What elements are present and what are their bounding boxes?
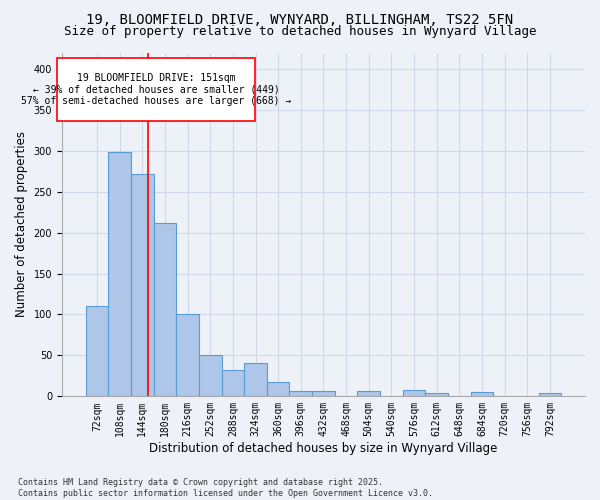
Text: 19, BLOOMFIELD DRIVE, WYNYARD, BILLINGHAM, TS22 5FN: 19, BLOOMFIELD DRIVE, WYNYARD, BILLINGHA… bbox=[86, 12, 514, 26]
Bar bbox=[154, 223, 176, 396]
Bar bbox=[131, 174, 154, 396]
Bar bbox=[470, 392, 493, 396]
Bar bbox=[358, 390, 380, 396]
Bar bbox=[199, 354, 221, 397]
X-axis label: Distribution of detached houses by size in Wynyard Village: Distribution of detached houses by size … bbox=[149, 442, 497, 455]
Text: Contains HM Land Registry data © Crown copyright and database right 2025.
Contai: Contains HM Land Registry data © Crown c… bbox=[18, 478, 433, 498]
Bar bbox=[289, 390, 312, 396]
Bar bbox=[221, 370, 244, 396]
Bar bbox=[312, 390, 335, 396]
Bar bbox=[403, 390, 425, 396]
Text: 19 BLOOMFIELD DRIVE: 151sqm
← 39% of detached houses are smaller (449)
57% of se: 19 BLOOMFIELD DRIVE: 151sqm ← 39% of det… bbox=[21, 73, 291, 106]
Bar bbox=[425, 393, 448, 396]
Bar bbox=[176, 314, 199, 396]
Text: Size of property relative to detached houses in Wynyard Village: Size of property relative to detached ho… bbox=[64, 25, 536, 38]
Bar bbox=[244, 363, 267, 396]
Bar bbox=[267, 382, 289, 396]
Bar bbox=[109, 152, 131, 396]
Y-axis label: Number of detached properties: Number of detached properties bbox=[15, 132, 28, 318]
Bar bbox=[539, 393, 561, 396]
Bar bbox=[86, 306, 109, 396]
